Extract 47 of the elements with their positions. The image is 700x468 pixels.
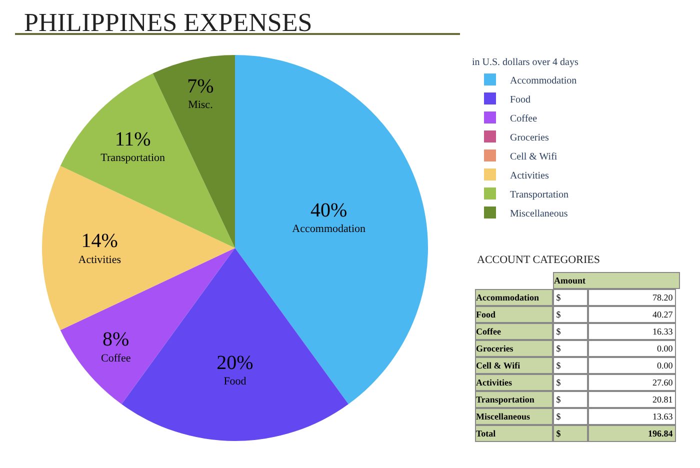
category-label: Groceries: [476, 344, 514, 354]
category-label: Coffee: [476, 326, 501, 336]
data-label: 40% Accommodation: [292, 200, 366, 236]
text: Amount: [554, 276, 586, 286]
data-label: 8% Coffee: [100, 328, 131, 364]
legend-label: Activities: [510, 170, 549, 182]
text: $: [556, 360, 561, 370]
category-label: Accommodation: [476, 292, 539, 302]
legend-label: Miscellaneous: [510, 208, 568, 220]
pie-slice: [42, 166, 235, 330]
data-label: 0.00: [657, 360, 675, 370]
legend-label: Food: [510, 94, 531, 106]
data-label: 7% Misc.: [187, 76, 214, 112]
text: $: [556, 378, 561, 388]
text: $: [556, 344, 561, 354]
data-label: 0.00: [657, 344, 675, 354]
category-label: Miscellaneous: [476, 412, 530, 422]
data-label: 27.60: [652, 378, 675, 388]
data-label: 11% Transportation: [100, 128, 166, 164]
pie-slice: [60, 73, 235, 248]
text: $: [556, 428, 561, 438]
data-label: 20% Food: [216, 352, 254, 388]
data-label: 78.20: [652, 292, 675, 302]
text: $: [556, 412, 561, 422]
text: $: [556, 310, 561, 320]
data-label: 20.81: [652, 394, 675, 404]
legend-label: Groceries: [510, 132, 549, 144]
data-label: 40.27: [652, 310, 675, 320]
data-label: 196.84: [648, 428, 675, 438]
data-label: 16.33: [652, 326, 675, 336]
legend-label: Accommodation: [510, 75, 577, 86]
chart-title: PHILIPPINES EXPENSES: [24, 8, 312, 37]
category-label: Transportation: [476, 394, 534, 404]
data-label: 13.63: [652, 412, 675, 422]
legend-label: Cell & Wifi: [510, 151, 558, 162]
data-label: 14% Activities: [78, 230, 122, 266]
legend-label: Coffee: [510, 113, 538, 124]
legend-title: in U.S. dollars over 4 days: [472, 57, 578, 68]
legend-label: Transportation: [510, 189, 569, 200]
text: ACCOUNT CATEGORIES: [477, 254, 600, 266]
category-label: Cell & Wifi: [476, 360, 521, 370]
text: $: [556, 394, 561, 404]
text: $: [556, 326, 561, 336]
category-label: Total: [476, 428, 496, 438]
category-label: Food: [476, 310, 496, 320]
text: $: [554, 292, 562, 302]
category-label: Activities: [476, 378, 512, 388]
